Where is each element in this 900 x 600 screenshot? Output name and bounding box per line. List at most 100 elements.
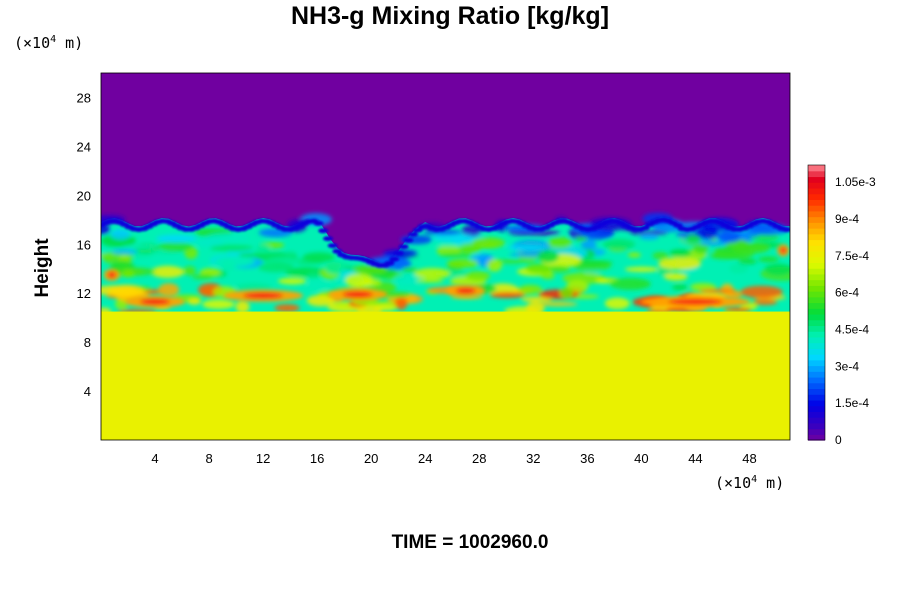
texture-blob (432, 233, 474, 243)
texture-blob (495, 259, 526, 264)
x-tick-label: 36 (580, 451, 594, 466)
texture-blob (602, 238, 636, 250)
y-axis-ticks: 4 8 12 16 20 24 28 (77, 90, 91, 399)
colorbar-step (808, 405, 825, 412)
x-tick-label: 32 (526, 451, 540, 466)
colorbar-step (808, 325, 825, 332)
colorbar-step (808, 376, 825, 384)
colorbar-step (808, 319, 825, 327)
colorbar-step (808, 382, 825, 390)
fringe-blob (327, 243, 338, 249)
x-tick-label: 24 (418, 451, 432, 466)
fringe-blob (389, 256, 400, 262)
fringe-blob (408, 232, 419, 237)
x-tick-label: 12 (256, 451, 270, 466)
texture-blob (238, 253, 265, 258)
y-tick-label: 16 (77, 237, 91, 252)
texture-blob (521, 296, 553, 302)
texture-blob (394, 296, 408, 310)
colorbar-label: 6e-4 (835, 286, 859, 300)
texture-blob (525, 263, 552, 274)
texture-blob (709, 251, 743, 260)
colorbar-step (808, 279, 825, 286)
colorbar-step (808, 411, 825, 418)
texture-blob (274, 304, 300, 312)
colorbar-labels: 0 1.5e-4 3e-4 4.5e-4 6e-4 7.5e-4 9e-4 1.05e-3 (835, 175, 876, 447)
hot-core (667, 298, 723, 305)
texture-blob (685, 234, 701, 244)
colorbar-step (808, 434, 825, 441)
texture-blob (344, 273, 373, 288)
texture-blob (738, 258, 757, 265)
colorbar-step (808, 342, 825, 349)
fringe-blob (318, 228, 329, 234)
texture-blob (183, 266, 196, 276)
colorbar-step (808, 428, 825, 435)
texture-blob (214, 256, 256, 267)
texture-blob (209, 244, 254, 252)
colorbar (807, 164, 826, 441)
colorbar-label: 1.05e-3 (835, 175, 876, 189)
mixing-top-fringe (101, 217, 790, 268)
colorbar-step (808, 182, 825, 189)
colorbar-step (808, 205, 825, 212)
x-tick-label: 44 (688, 451, 702, 466)
colorbar-label: 7.5e-4 (835, 249, 869, 263)
texture-blob (694, 225, 719, 240)
y-unit-suffix: m) (56, 34, 84, 52)
colorbar-step (808, 245, 825, 252)
colorbar-step (808, 285, 825, 292)
texture-blob (627, 252, 641, 258)
texture-blob (547, 265, 571, 273)
hot-core (342, 291, 373, 298)
texture-blob (110, 228, 131, 240)
texture-blob (115, 299, 128, 309)
texture-blob (740, 285, 783, 299)
fringe-blob (384, 260, 395, 266)
colorbar-step (808, 313, 825, 321)
plot-frame (100, 72, 791, 441)
texture-blob (446, 258, 480, 268)
texture-blob (624, 266, 659, 272)
texture-blob (536, 302, 578, 307)
colorbar-step (808, 273, 825, 281)
texture-blob (547, 237, 573, 249)
y-tick-label: 20 (77, 188, 91, 203)
texture-blob (284, 251, 297, 257)
texture-blob (487, 258, 502, 272)
y-tick-label: 4 (84, 384, 91, 399)
texture-blob (235, 283, 272, 291)
texture-blob (111, 249, 138, 255)
texture-blob (698, 288, 737, 294)
fringe-blob (398, 244, 409, 250)
texture-blob (257, 262, 294, 273)
texture-blob (235, 300, 250, 314)
texture-blob (572, 260, 613, 266)
texture-blob (202, 299, 235, 310)
y-unit-prefix: (×10 (14, 34, 51, 52)
texture-blob (156, 234, 198, 243)
hot-core (780, 247, 787, 254)
texture-blob (108, 284, 145, 298)
colorbar-step (808, 359, 825, 367)
texture-blob (604, 297, 630, 310)
texture-blob (753, 299, 778, 306)
texture-blob (723, 307, 752, 312)
colorbar-step (808, 291, 825, 298)
texture-blob (693, 243, 709, 255)
colorbar-step (808, 222, 825, 229)
fringe-blob (393, 250, 404, 256)
colorbar-step (808, 308, 825, 315)
colorbar-step (808, 165, 825, 172)
x-axis-ticks: 4 8 12 16 20 24 28 32 36 40 44 48 (151, 451, 756, 466)
texture-blob (393, 273, 424, 286)
texture-blob (609, 277, 651, 290)
colorbar-step (808, 193, 825, 200)
texture-blob (541, 272, 555, 280)
texture-blob (672, 284, 688, 291)
colorbar-step (808, 176, 825, 183)
fringe-blob (332, 248, 343, 254)
texture-blob (506, 244, 548, 251)
colorbar-frame (807, 164, 826, 441)
texture-blob (306, 294, 335, 307)
